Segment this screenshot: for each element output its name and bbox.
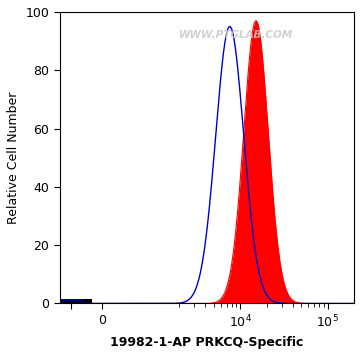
Y-axis label: Relative Cell Number: Relative Cell Number [7,91,20,224]
Text: WWW.PTGLAB.COM: WWW.PTGLAB.COM [179,30,293,40]
X-axis label: 19982-1-AP PRKCQ-Specific: 19982-1-AP PRKCQ-Specific [110,336,304,349]
